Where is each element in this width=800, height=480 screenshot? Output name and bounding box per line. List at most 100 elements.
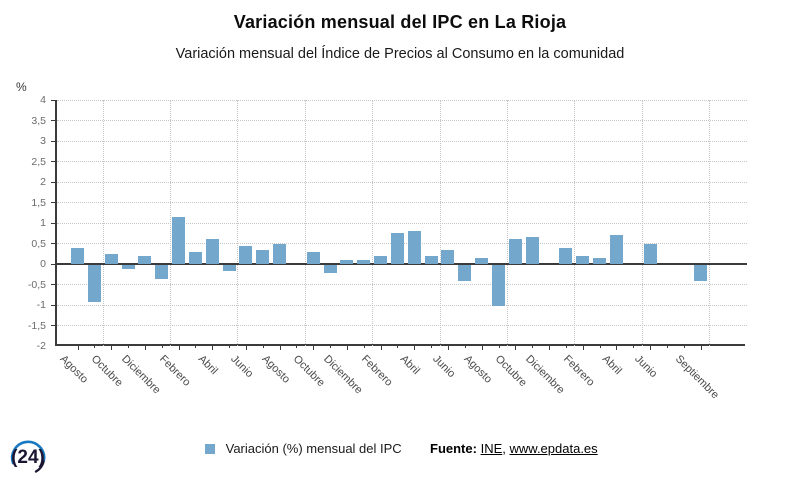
y-tick-label: -1	[36, 299, 46, 311]
plot-area: 4 3,5 3 2,5 2 1,5 1 0,5 0 -0,5 -1 -1,5 -2 Agosto Octub…	[28, 94, 747, 401]
y-gridline	[57, 202, 747, 203]
bar-month-38	[694, 265, 708, 282]
x-tick-label: Junio	[430, 353, 458, 381]
x-axis-tick	[650, 346, 652, 350]
source-prefix: Fuente:	[430, 441, 477, 456]
bar-month-18	[357, 259, 371, 264]
bar-month-19	[374, 255, 388, 264]
source-link-ine[interactable]: INE	[480, 441, 503, 456]
x-axis-minor-tick	[532, 346, 534, 348]
source-link-epdata[interactable]: www.epdata.es	[509, 441, 598, 456]
logo-dark-arc-icon	[34, 460, 45, 473]
bar-month-12	[256, 249, 270, 264]
x-tick-label: Abril	[196, 353, 221, 378]
x-gridline	[304, 100, 306, 346]
bar-month-15	[306, 251, 320, 264]
bar-month-17	[340, 259, 354, 264]
x-gridline	[641, 100, 643, 346]
bar-month-24	[458, 265, 472, 282]
y-tick-label: 1,5	[31, 196, 46, 209]
x-axis-minor-tick	[498, 346, 500, 348]
x-tick-label: Agosto	[259, 353, 292, 386]
x-tick-label: Septiembre	[672, 353, 721, 402]
bar-month-32	[593, 257, 607, 264]
x-axis-minor-tick	[161, 346, 163, 348]
chart-subtitle: Variación mensual del Índice de Precios …	[175, 46, 625, 62]
x-tick-label: Febrero	[156, 353, 193, 389]
x-axis-tick	[549, 346, 551, 350]
bar-month-31	[576, 255, 590, 264]
bar-month-22	[424, 255, 438, 264]
x-axis-minor-tick	[296, 346, 298, 348]
x-axis-minor-tick	[683, 346, 685, 348]
x-axis-tick	[279, 346, 281, 350]
bar-month-21	[407, 231, 421, 264]
bar-month-25	[475, 257, 489, 264]
x-gridline	[574, 100, 576, 346]
legend-swatch-icon	[205, 444, 215, 454]
y-tick-label: 4	[40, 94, 46, 106]
y-tick-label: 0	[40, 258, 46, 270]
y-gridline	[57, 181, 747, 183]
bar-month-30	[559, 247, 573, 264]
x-gridline	[439, 100, 441, 346]
logo-blue-arc-icon	[10, 440, 46, 465]
y-axis-tick	[51, 304, 55, 306]
chart-title: Variación mensual del IPC en La Rioja	[233, 12, 567, 32]
y-axis-tick	[51, 99, 55, 101]
y-axis-tick	[51, 181, 55, 183]
x-tick-label: Junio	[228, 353, 256, 381]
x-axis-tick	[380, 346, 382, 350]
bar-month-3	[104, 253, 118, 264]
x-axis-tick	[178, 346, 180, 350]
x-tick-label: Abril	[600, 353, 625, 378]
x-gridline	[372, 100, 374, 346]
bar-month-4	[121, 265, 135, 270]
x-axis-tick	[313, 346, 315, 350]
bar-month-23	[441, 249, 455, 264]
x-axis-tick	[77, 346, 79, 350]
x-axis-minor-tick	[397, 346, 399, 348]
x-axis-tick	[144, 346, 146, 350]
bar-month-10	[222, 265, 236, 272]
x-axis-minor-tick	[464, 346, 466, 348]
epdata-24-logo: (24)	[10, 440, 46, 473]
x-tick-label: Octubre	[291, 353, 328, 390]
y-axis-tick	[51, 243, 55, 244]
chart-footer: Variación (%) mensual del IPC Fuente: IN…	[0, 438, 800, 468]
bar-month-8	[188, 251, 202, 264]
bar-month-9	[205, 239, 219, 264]
logo-text: (24)	[11, 447, 45, 468]
x-axis-minor-tick	[94, 346, 96, 348]
y-axis-tick	[51, 263, 55, 265]
x-axis-tick	[245, 346, 247, 350]
source-separator: ,	[502, 441, 506, 456]
x-tick-label: Febrero	[560, 353, 597, 389]
x-gridline	[237, 100, 239, 346]
y-tick-label: -2	[36, 340, 46, 352]
x-axis-tick	[447, 346, 449, 350]
y-tick-label: -1,5	[27, 319, 46, 332]
y-tick-label: -0,5	[27, 278, 46, 291]
x-axis-tick	[515, 346, 517, 350]
y-axis-tick	[51, 120, 55, 121]
x-tick-label: Agosto	[57, 353, 90, 386]
y-gridline	[57, 140, 747, 142]
x-gridline	[170, 100, 172, 346]
x-gridline	[102, 100, 104, 346]
bar-month-11	[239, 245, 253, 264]
x-tick-label: Octubre	[88, 353, 126, 390]
y-tick-label: 3,5	[31, 114, 46, 127]
x-axis-tick	[111, 346, 113, 350]
y-tick-label: 3	[40, 135, 46, 147]
x-axis-tick	[700, 346, 702, 350]
y-gridline	[57, 222, 747, 224]
x-axis-minor-tick	[262, 346, 264, 348]
x-axis-tick	[212, 346, 214, 350]
bar-month-27	[508, 239, 522, 264]
x-gridline	[709, 100, 710, 346]
y-gridline	[57, 99, 747, 101]
x-axis-minor-tick	[128, 346, 130, 348]
x-axis-minor-tick	[229, 346, 231, 348]
bar-month-33	[609, 235, 623, 264]
